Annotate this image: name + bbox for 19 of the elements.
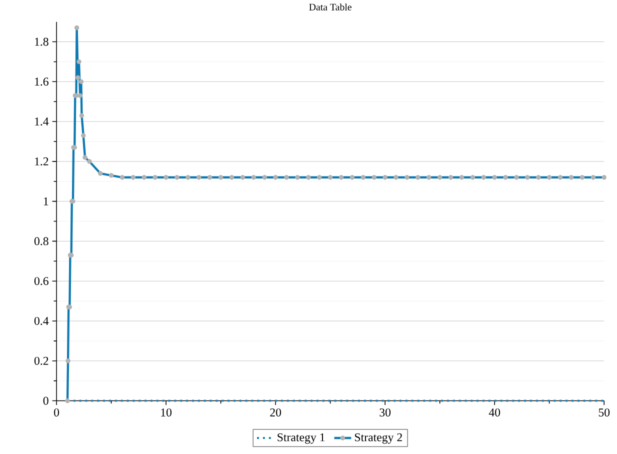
y-tick-label: 1.4 (35, 117, 49, 126)
y-tick-label: 0.4 (34, 316, 49, 325)
y-tick-label: 1.6 (35, 77, 48, 86)
y-tick-label: 0.6 (34, 276, 48, 285)
x-tick-label: 10 (161, 408, 172, 416)
y-tick-label: 1.2 (35, 157, 48, 166)
y-tick-label: 1.8 (35, 38, 48, 46)
y-tick-label: 1 (44, 197, 48, 206)
legend-label: Strategy 2 (354, 433, 402, 444)
y-tick-label: 0 (43, 396, 48, 405)
chart-title: Data Table (309, 3, 352, 10)
legend-label: Strategy 1 (278, 433, 325, 444)
x-tick-label: 40 (488, 408, 500, 416)
x-tick-label: 30 (380, 408, 391, 416)
x-tick-label: 50 (598, 408, 610, 416)
x-tick-label: 0 (54, 408, 60, 416)
x-tick-label: 20 (270, 408, 282, 416)
y-tick-label: 0.2 (34, 356, 48, 365)
y-tick-label: 0.8 (34, 237, 48, 246)
